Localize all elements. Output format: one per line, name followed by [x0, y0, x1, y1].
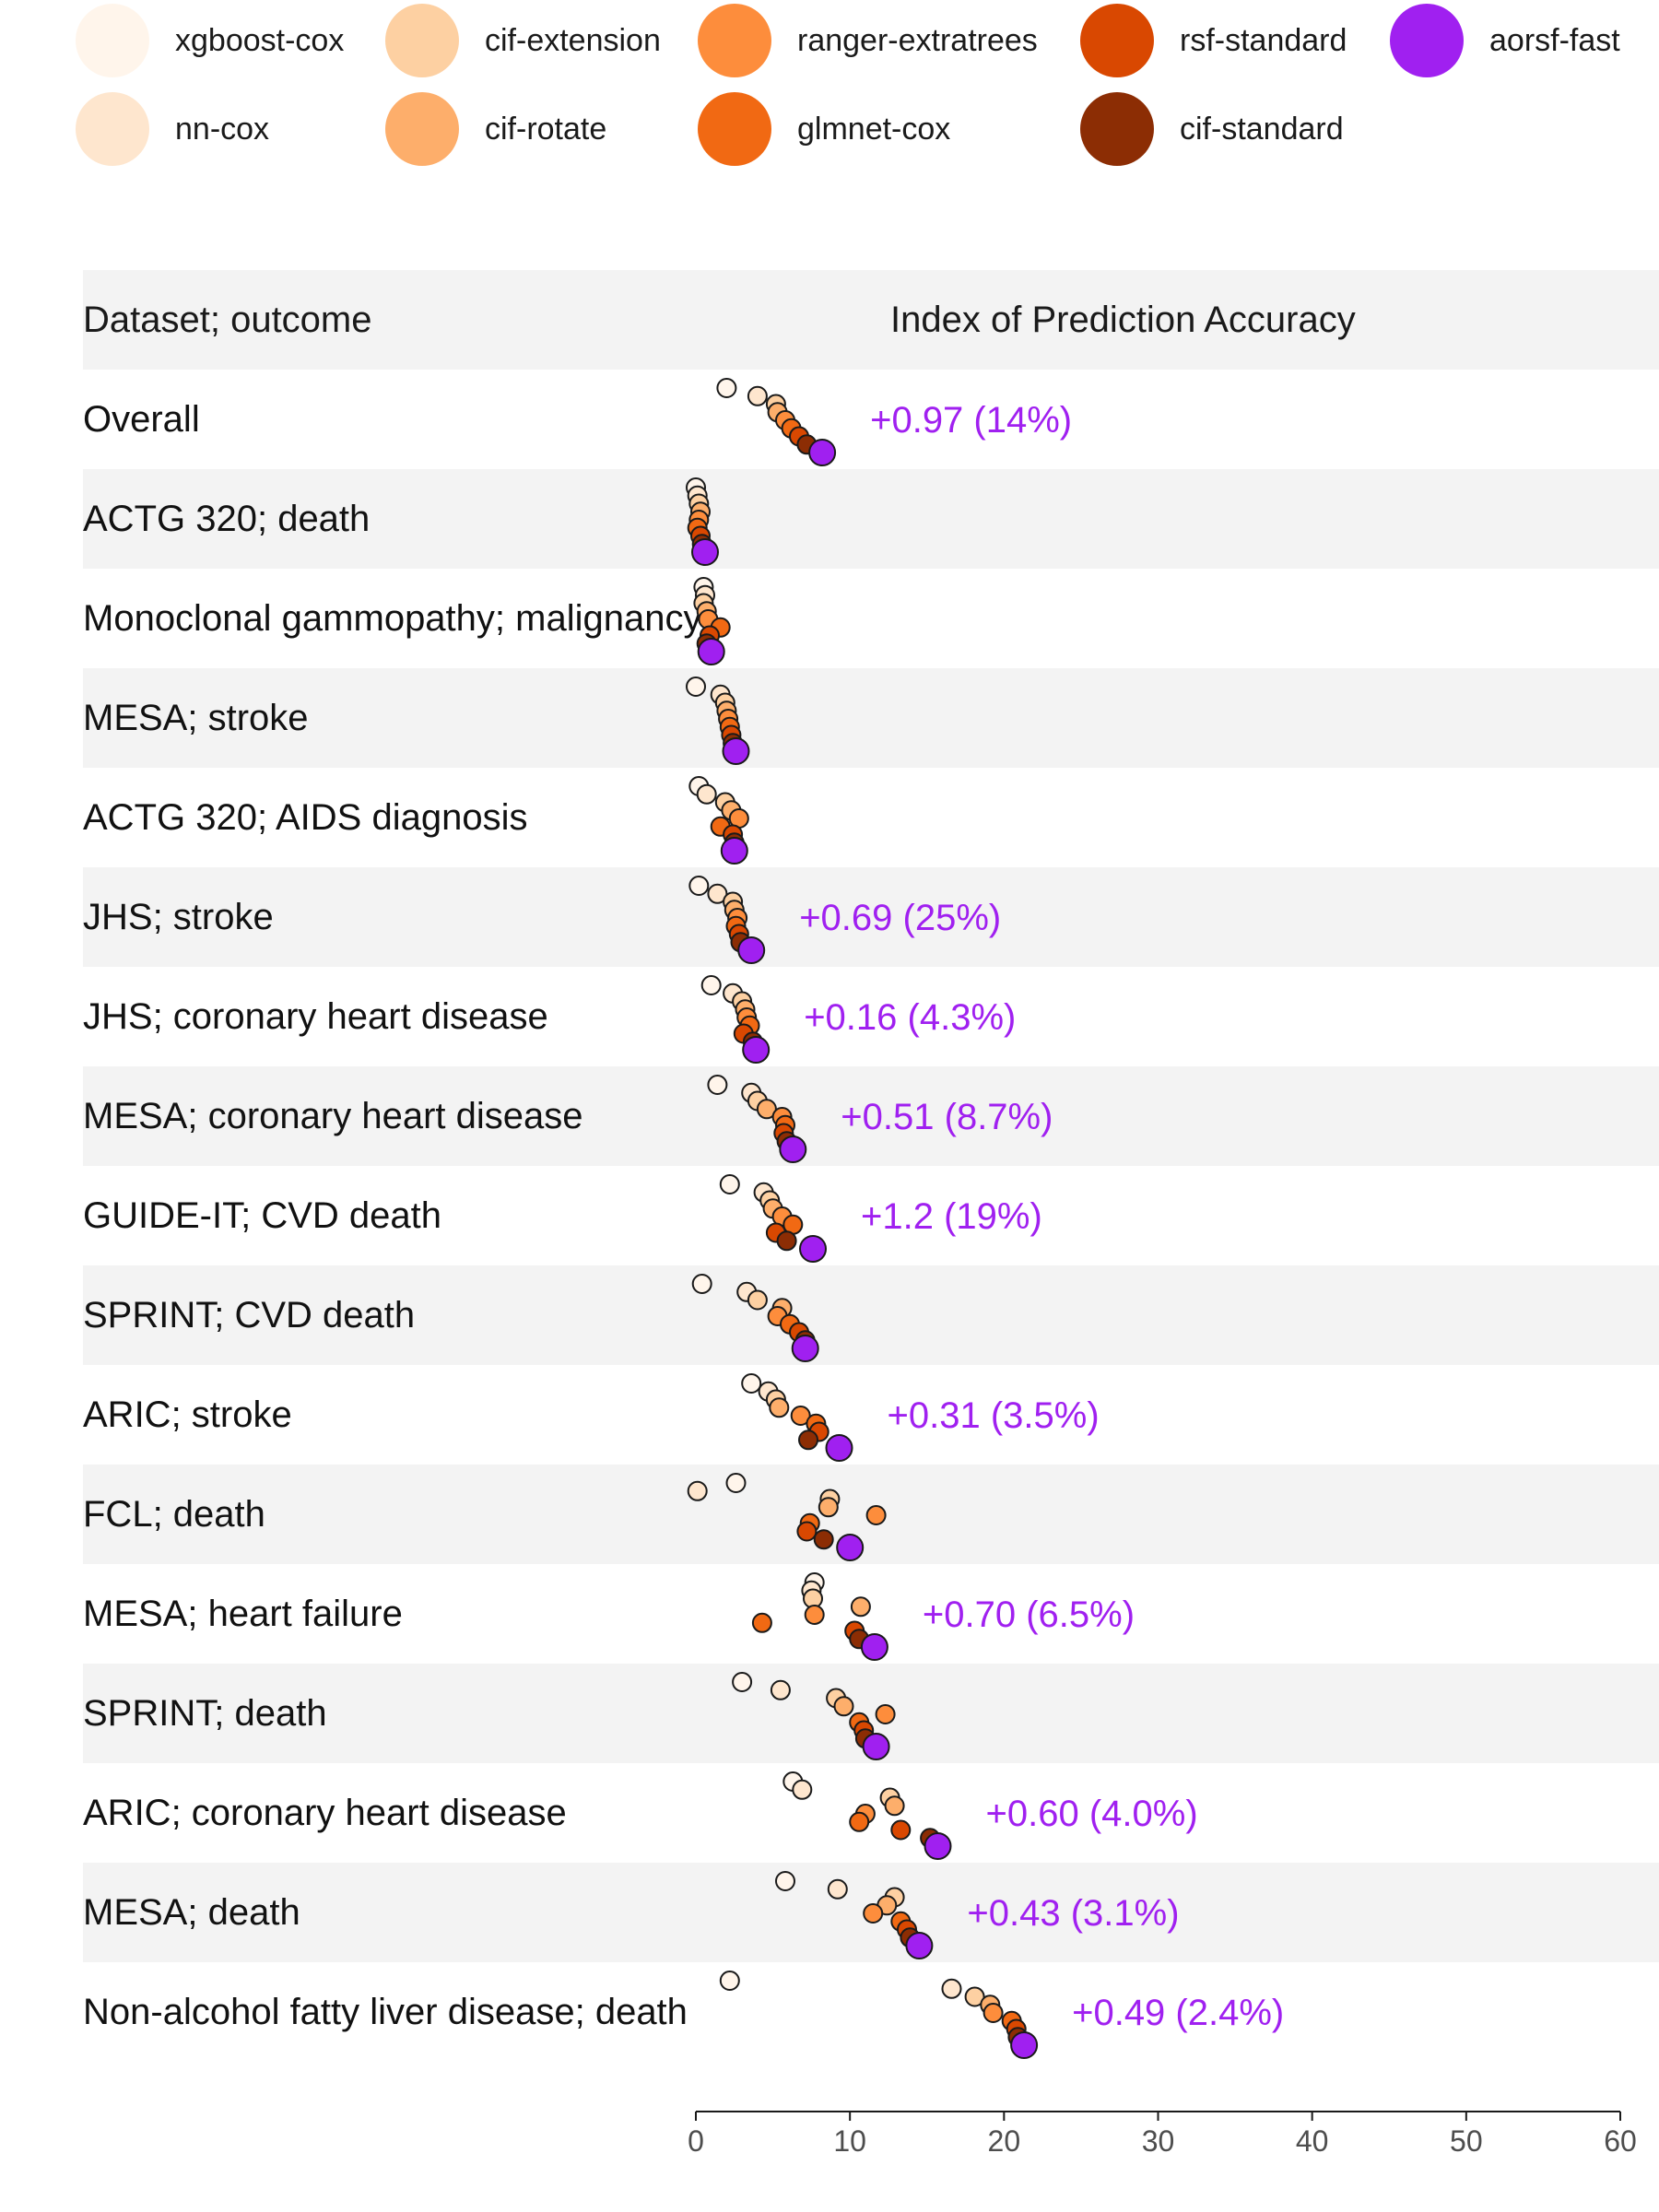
legend-label: rsf-standard — [1180, 23, 1347, 58]
row-label: ARIC; coronary heart disease — [83, 1793, 567, 1833]
x-tick-label: 40 — [1296, 2124, 1329, 2158]
legend-swatch — [698, 4, 771, 77]
row-label: ACTG 320; AIDS diagnosis — [83, 797, 528, 838]
legend: xgboost-cox nn-cox cif-extension cif-rotate… — [0, 0, 1659, 221]
table-row: FCL; death — [83, 1465, 1659, 1564]
table-row: MESA; coronary heart disease — [83, 1066, 1659, 1166]
legend-label: cif-rotate — [485, 112, 607, 147]
table-row: SPRINT; CVD death — [83, 1265, 1659, 1365]
table-row: Monoclonal gammopathy; malignancy — [83, 569, 1659, 668]
header-row: Dataset; outcome Index of Prediction Acc… — [83, 270, 1659, 370]
row-label: GUIDE-IT; CVD death — [83, 1195, 442, 1236]
row-label: MESA; death — [83, 1892, 300, 1933]
legend-label: aorsf-fast — [1489, 23, 1620, 58]
row-label: MESA; heart failure — [83, 1594, 403, 1634]
row-label: ARIC; stroke — [83, 1394, 292, 1435]
table-row: GUIDE-IT; CVD death — [83, 1166, 1659, 1265]
row-label: MESA; coronary heart disease — [83, 1096, 583, 1136]
table-row: Non-alcohol fatty liver disease; death — [83, 1962, 1659, 2062]
legend-label: cif-standard — [1180, 112, 1344, 147]
legend-swatch — [385, 92, 459, 166]
legend-swatch — [1390, 4, 1464, 77]
table-row: MESA; death — [83, 1863, 1659, 1962]
table-row: SPRINT; death — [83, 1664, 1659, 1763]
header-metric: Index of Prediction Accuracy — [890, 300, 1356, 340]
table-row: ARIC; coronary heart disease — [83, 1763, 1659, 1863]
row-label: JHS; stroke — [83, 897, 274, 937]
table-row: Overall — [83, 370, 1659, 469]
x-tick-label: 10 — [833, 2124, 866, 2158]
x-tick-label: 20 — [988, 2124, 1021, 2158]
legend-swatch — [385, 4, 459, 77]
table-row: JHS; coronary heart disease — [83, 967, 1659, 1066]
legend-label: nn-cox — [175, 112, 270, 147]
table-row: MESA; stroke — [83, 668, 1659, 768]
row-label: FCL; death — [83, 1494, 265, 1535]
legend-swatch — [1080, 4, 1154, 77]
legend-label: cif-extension — [485, 23, 661, 58]
row-label: Overall — [83, 399, 200, 440]
legend-swatch — [76, 92, 149, 166]
header-dataset: Dataset; outcome — [83, 300, 372, 340]
x-tick-label: 50 — [1450, 2124, 1483, 2158]
x-tick-label: 30 — [1142, 2124, 1175, 2158]
table-row: ACTG 320; AIDS diagnosis — [83, 768, 1659, 867]
legend-label: ranger-extratrees — [797, 23, 1038, 58]
table-row: MESA; heart failure — [83, 1564, 1659, 1664]
x-tick-label: 60 — [1604, 2124, 1637, 2158]
legend-swatch — [76, 4, 149, 77]
row-label: MESA; stroke — [83, 698, 309, 738]
legend-label: xgboost-cox — [175, 23, 345, 58]
table-row: ARIC; stroke — [83, 1365, 1659, 1465]
row-label: Non-alcohol fatty liver disease; death — [83, 1992, 688, 2032]
row-label: JHS; coronary heart disease — [83, 996, 548, 1037]
row-label: SPRINT; death — [83, 1693, 327, 1734]
legend-swatch — [698, 92, 771, 166]
table-row: ACTG 320; death — [83, 469, 1659, 569]
row-label: SPRINT; CVD death — [83, 1295, 416, 1335]
legend-label: glmnet-cox — [797, 112, 951, 147]
x-tick-label: 0 — [688, 2124, 704, 2158]
legend-swatch — [1080, 92, 1154, 166]
table-row: JHS; stroke — [83, 867, 1659, 967]
row-label: ACTG 320; death — [83, 499, 371, 539]
row-label: Monoclonal gammopathy; malignancy — [83, 598, 702, 639]
